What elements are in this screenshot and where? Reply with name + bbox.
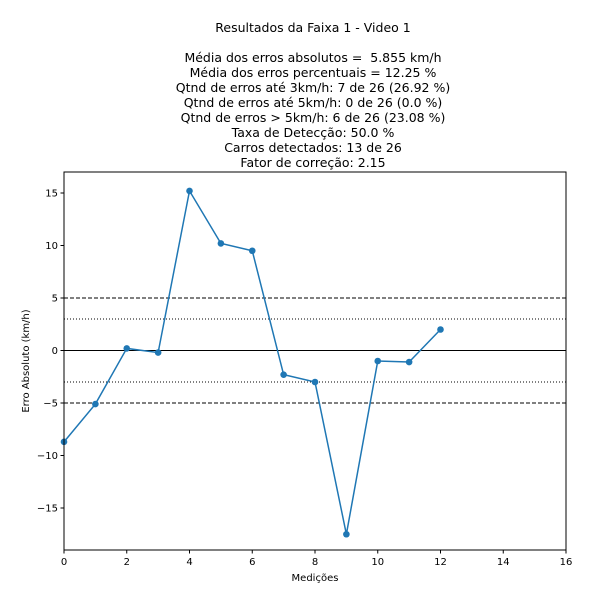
subtitle-line-errors-3kmh: Qtnd de erros até 3km/h: 7 de 26 (26.92 … bbox=[175, 80, 451, 95]
x-tick-label: 14 bbox=[497, 557, 510, 568]
data-point bbox=[92, 400, 99, 408]
series-line bbox=[63, 188, 442, 535]
data-point bbox=[280, 371, 287, 378]
y-tick-label: 5 bbox=[52, 294, 58, 305]
chart-title: Resultados da Faixa 1 - Video 1 bbox=[215, 20, 411, 35]
data-point bbox=[186, 187, 193, 195]
y-tick-label: 10 bbox=[45, 241, 58, 252]
series-lines bbox=[63, 188, 442, 535]
x-tick-label: 0 bbox=[61, 557, 67, 568]
x-axis-ticks: 0 2 4 6 8 10 12 14 16 bbox=[61, 550, 573, 568]
y-axis-label: Erro Absoluto (km/h) bbox=[21, 309, 32, 412]
x-tick-label: 16 bbox=[560, 557, 573, 568]
chart-title-block: Resultados da Faixa 1 - Video 1 Média do… bbox=[0, 20, 593, 170]
data-point bbox=[123, 345, 131, 352]
data-point bbox=[248, 247, 256, 255]
data-point bbox=[343, 530, 350, 538]
y-tick-label: −5 bbox=[43, 399, 58, 410]
subtitle-line-mean-percent-error: Média dos erros percentuais = 12.25 % bbox=[189, 65, 437, 80]
x-tick-label: 8 bbox=[312, 557, 318, 568]
subtitle-line-errors-over-5kmh: Qtnd de erros > 5km/h: 6 de 26 (23.08 %) bbox=[180, 110, 446, 125]
x-tick-label: 12 bbox=[434, 557, 447, 568]
subtitle-line-correction-factor: Fator de correção: 2.15 bbox=[240, 155, 386, 170]
x-tick-label: 10 bbox=[371, 557, 384, 568]
data-point bbox=[374, 357, 382, 365]
x-tick-label: 6 bbox=[249, 557, 255, 568]
x-axis-label: Medições bbox=[292, 573, 339, 584]
y-tick-label: 15 bbox=[45, 189, 58, 200]
data-point bbox=[311, 378, 319, 386]
data-point bbox=[405, 358, 413, 366]
data-point bbox=[154, 349, 162, 356]
y-tick-label: −15 bbox=[37, 504, 58, 515]
y-axis-ticks: −15 −10 −5 0 5 10 15 bbox=[37, 189, 64, 515]
y-tick-label: −10 bbox=[37, 451, 58, 462]
x-tick-label: 2 bbox=[124, 557, 130, 568]
x-tick-label: 4 bbox=[186, 557, 192, 568]
subtitle-line-mean-absolute-error: Média dos erros absolutos = 5.855 km/h bbox=[184, 50, 442, 65]
data-point bbox=[217, 240, 225, 247]
data-point bbox=[437, 326, 444, 333]
subtitle-line-detection-rate: Taxa de Detecção: 50.0 % bbox=[231, 125, 395, 140]
subtitle-line-errors-5kmh: Qtnd de erros até 5km/h: 0 de 26 (0.0 %) bbox=[183, 95, 443, 110]
y-tick-label: 0 bbox=[52, 346, 58, 357]
axes-frame bbox=[63, 171, 567, 551]
subtitle-line-cars-detected: Carros detectados: 13 de 26 bbox=[224, 140, 402, 155]
